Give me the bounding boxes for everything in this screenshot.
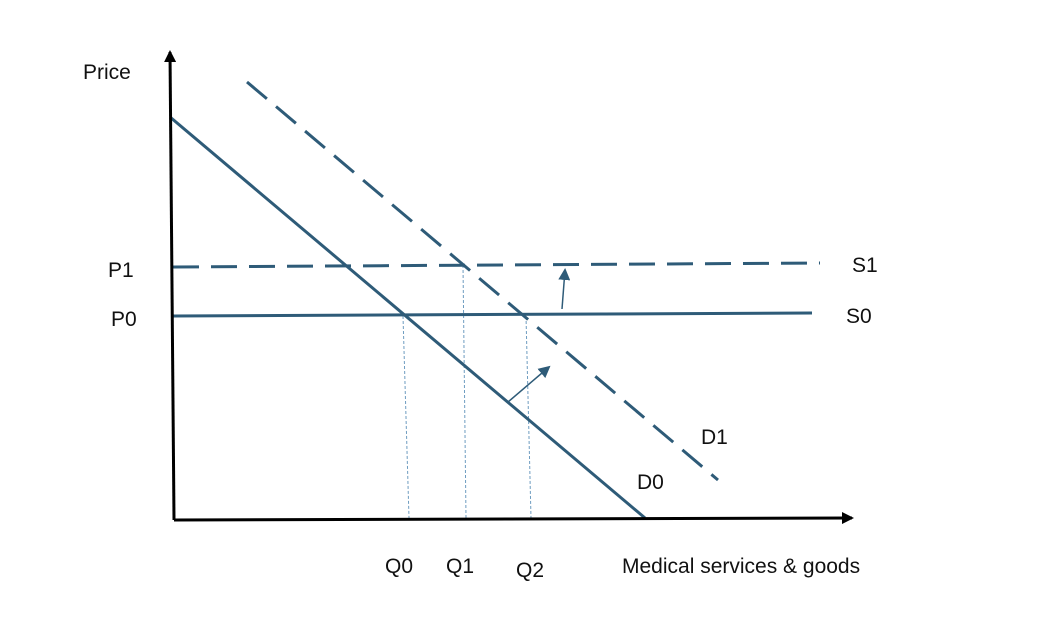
price-label-p0: P0 bbox=[111, 308, 137, 331]
x-axis-label: Medical services & goods bbox=[622, 555, 860, 578]
q1-guide-line bbox=[462, 264, 467, 519]
y-axis bbox=[164, 50, 177, 521]
demand-d1-line bbox=[246, 80, 719, 482]
quantity-label-q0: Q0 bbox=[385, 555, 413, 578]
x-axis bbox=[173, 512, 854, 525]
price-label-p1: P1 bbox=[108, 259, 134, 282]
demand-d0-line bbox=[169, 115, 646, 520]
supply-shift-arrow bbox=[558, 268, 571, 310]
supply-s0-line bbox=[172, 311, 813, 318]
quantity-label-q1: Q1 bbox=[446, 555, 474, 578]
q2-guide-line bbox=[525, 315, 532, 519]
demand-shift-arrow bbox=[507, 365, 551, 403]
q0-guide-line bbox=[402, 315, 410, 519]
curve-label-d1: D1 bbox=[701, 426, 728, 449]
curve-label-d0: D0 bbox=[637, 471, 664, 494]
curve-label-s1: S1 bbox=[852, 254, 878, 277]
y-axis-label: Price bbox=[83, 61, 131, 84]
supply-s1-line bbox=[172, 261, 821, 269]
curve-label-s0: S0 bbox=[846, 305, 872, 328]
quantity-label-q2: Q2 bbox=[516, 559, 544, 582]
